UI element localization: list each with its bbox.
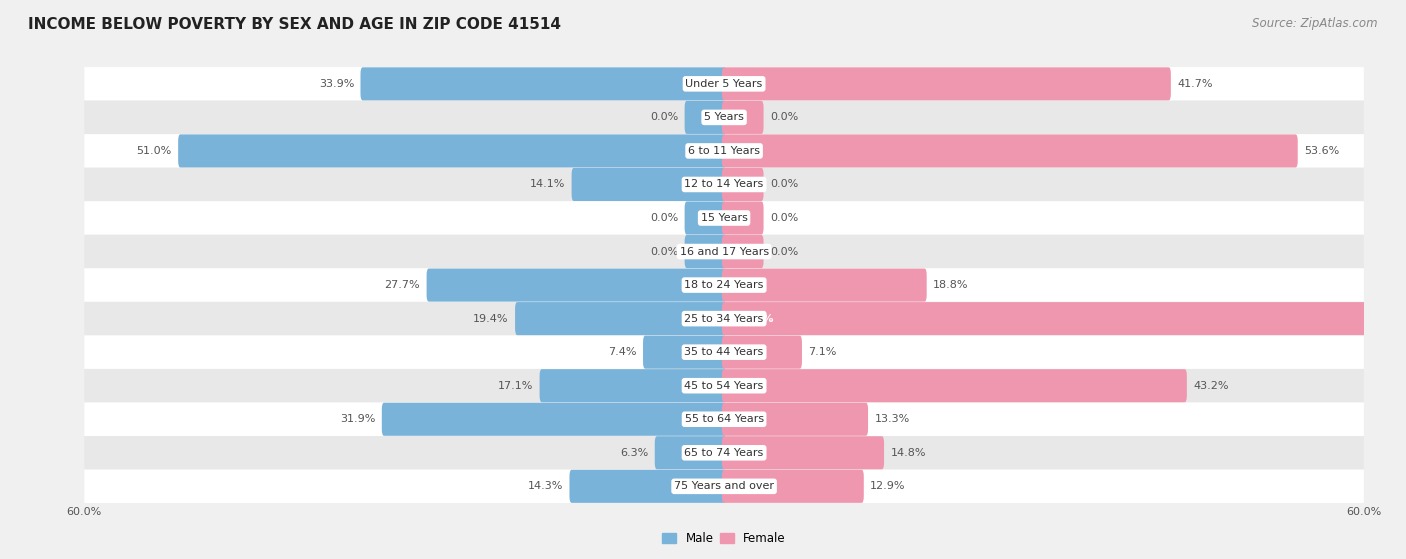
Text: 53.6%: 53.6% <box>1305 146 1340 156</box>
FancyBboxPatch shape <box>685 201 727 235</box>
Text: 65 to 74 Years: 65 to 74 Years <box>685 448 763 458</box>
Text: 41.7%: 41.7% <box>1177 79 1213 89</box>
Text: 17.1%: 17.1% <box>498 381 533 391</box>
FancyBboxPatch shape <box>84 201 1364 235</box>
FancyBboxPatch shape <box>721 470 863 503</box>
FancyBboxPatch shape <box>540 369 727 402</box>
FancyBboxPatch shape <box>721 67 1171 101</box>
FancyBboxPatch shape <box>569 470 727 503</box>
FancyBboxPatch shape <box>84 168 1364 201</box>
FancyBboxPatch shape <box>721 134 1298 168</box>
FancyBboxPatch shape <box>360 67 727 101</box>
FancyBboxPatch shape <box>572 168 727 201</box>
FancyBboxPatch shape <box>84 235 1364 268</box>
Text: 25 to 34 Years: 25 to 34 Years <box>685 314 763 324</box>
Text: 18 to 24 Years: 18 to 24 Years <box>685 280 763 290</box>
Text: Source: ZipAtlas.com: Source: ZipAtlas.com <box>1253 17 1378 30</box>
Text: 55 to 64 Years: 55 to 64 Years <box>685 414 763 424</box>
FancyBboxPatch shape <box>84 101 1364 134</box>
Text: 6 to 11 Years: 6 to 11 Years <box>688 146 761 156</box>
FancyBboxPatch shape <box>721 436 884 470</box>
FancyBboxPatch shape <box>84 67 1364 101</box>
Text: 14.3%: 14.3% <box>527 481 562 491</box>
Text: 0.0%: 0.0% <box>770 247 799 257</box>
Text: 0.0%: 0.0% <box>770 179 799 190</box>
Text: 43.2%: 43.2% <box>1194 381 1229 391</box>
Text: 0.0%: 0.0% <box>770 213 799 223</box>
Text: 14.8%: 14.8% <box>890 448 927 458</box>
Text: 75 Years and over: 75 Years and over <box>673 481 775 491</box>
FancyBboxPatch shape <box>685 101 727 134</box>
FancyBboxPatch shape <box>721 168 763 201</box>
FancyBboxPatch shape <box>721 369 1187 402</box>
FancyBboxPatch shape <box>655 436 727 470</box>
FancyBboxPatch shape <box>721 235 763 268</box>
FancyBboxPatch shape <box>721 201 763 235</box>
FancyBboxPatch shape <box>515 302 727 335</box>
FancyBboxPatch shape <box>84 436 1364 470</box>
FancyBboxPatch shape <box>84 268 1364 302</box>
FancyBboxPatch shape <box>84 335 1364 369</box>
Text: 27.7%: 27.7% <box>385 280 420 290</box>
FancyBboxPatch shape <box>179 134 727 168</box>
FancyBboxPatch shape <box>721 268 927 302</box>
Text: 12.9%: 12.9% <box>870 481 905 491</box>
Text: 7.1%: 7.1% <box>808 347 837 357</box>
Text: 45 to 54 Years: 45 to 54 Years <box>685 381 763 391</box>
FancyBboxPatch shape <box>721 335 801 369</box>
Text: Under 5 Years: Under 5 Years <box>686 79 762 89</box>
FancyBboxPatch shape <box>643 335 727 369</box>
FancyBboxPatch shape <box>84 470 1364 503</box>
Text: 19.4%: 19.4% <box>474 314 509 324</box>
Text: 60.0%: 60.0% <box>735 314 773 324</box>
FancyBboxPatch shape <box>426 268 727 302</box>
FancyBboxPatch shape <box>84 134 1364 168</box>
FancyBboxPatch shape <box>721 101 763 134</box>
FancyBboxPatch shape <box>84 369 1364 402</box>
Text: 33.9%: 33.9% <box>319 79 354 89</box>
Text: 0.0%: 0.0% <box>770 112 799 122</box>
Legend: Male, Female: Male, Female <box>658 527 790 549</box>
Text: 7.4%: 7.4% <box>609 347 637 357</box>
Text: 5 Years: 5 Years <box>704 112 744 122</box>
Text: 12 to 14 Years: 12 to 14 Years <box>685 179 763 190</box>
FancyBboxPatch shape <box>84 302 1364 335</box>
Text: 31.9%: 31.9% <box>340 414 375 424</box>
Text: 0.0%: 0.0% <box>650 247 678 257</box>
Text: 35 to 44 Years: 35 to 44 Years <box>685 347 763 357</box>
Text: 51.0%: 51.0% <box>136 146 172 156</box>
FancyBboxPatch shape <box>685 235 727 268</box>
Text: 16 and 17 Years: 16 and 17 Years <box>679 247 769 257</box>
Text: 15 Years: 15 Years <box>700 213 748 223</box>
Text: 14.1%: 14.1% <box>530 179 565 190</box>
Text: 13.3%: 13.3% <box>875 414 910 424</box>
FancyBboxPatch shape <box>382 402 727 436</box>
FancyBboxPatch shape <box>721 302 1367 335</box>
Text: 6.3%: 6.3% <box>620 448 648 458</box>
Text: INCOME BELOW POVERTY BY SEX AND AGE IN ZIP CODE 41514: INCOME BELOW POVERTY BY SEX AND AGE IN Z… <box>28 17 561 32</box>
FancyBboxPatch shape <box>721 402 868 436</box>
Text: 18.8%: 18.8% <box>934 280 969 290</box>
Text: 0.0%: 0.0% <box>650 112 678 122</box>
FancyBboxPatch shape <box>84 402 1364 436</box>
Text: 0.0%: 0.0% <box>650 213 678 223</box>
